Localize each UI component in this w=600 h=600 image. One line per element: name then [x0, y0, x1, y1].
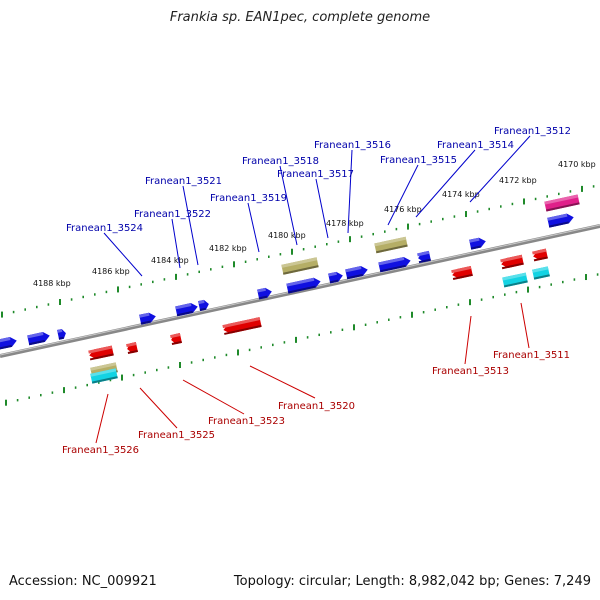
gene-label-franean1-3514: Franean1_3514: [437, 140, 514, 151]
forward-gene: [27, 332, 50, 346]
top-gene-labels: Franean1_3512 Franean1_3514 Franean1_351…: [66, 126, 571, 277]
reverse-gene: [222, 317, 262, 335]
forward-gene: [198, 299, 209, 311]
leader-line: [103, 232, 143, 277]
kbp-label: 4182 kbp: [209, 244, 247, 253]
top-scale-ticks: [1, 185, 595, 318]
gene-label-franean1-3526: Franean1_3526: [62, 445, 139, 456]
gene-label-franean1-3511: Franean1_3511: [493, 350, 570, 361]
reverse-gene: [532, 248, 548, 262]
leader-line: [171, 218, 181, 269]
reverse-gene: [500, 254, 524, 270]
genome-backbone: [0, 224, 600, 358]
gene-label-franean1-3522: Franean1_3522: [134, 209, 211, 220]
rna-gene: [374, 236, 408, 254]
reverse-gene: [170, 333, 182, 345]
forward-gene: [378, 256, 411, 273]
reverse-gene: [126, 342, 138, 354]
kbp-label: 4172 kbp: [499, 176, 537, 185]
gene-label-franean1-3519: Franean1_3519: [210, 193, 287, 204]
forward-gene: [469, 237, 486, 250]
kbp-label: 4180 kbp: [268, 231, 306, 240]
leader-line: [347, 149, 353, 234]
kbp-label: 4188 kbp: [33, 279, 71, 288]
leader-line: [249, 365, 316, 399]
leader-line: [247, 202, 260, 253]
kbp-label: 4174 kbp: [442, 190, 480, 199]
magenta-gene: [544, 194, 580, 212]
gene-label-franean1-3523: Franean1_3523: [208, 416, 285, 427]
cyan-gene: [90, 368, 118, 384]
forward-gene: [0, 337, 17, 351]
gene-label-franean1-3525: Franean1_3525: [138, 430, 215, 441]
leader-line: [139, 387, 178, 429]
gene-label-franean1-3516: Franean1_3516: [314, 140, 391, 151]
leader-line: [464, 315, 472, 365]
gene-glyphs: [0, 194, 580, 384]
forward-gene: [286, 277, 321, 294]
gene-label-franean1-3512: Franean1_3512: [494, 126, 571, 137]
forward-gene: [328, 271, 343, 284]
gene-label-franean1-3517: Franean1_3517: [277, 169, 354, 180]
bottom-scale-ticks: [5, 273, 599, 406]
kbp-label: 4170 kbp: [558, 160, 596, 169]
bottom-gene-labels: Franean1_3511 Franean1_3513 Franean1_352…: [62, 302, 570, 456]
forward-gene: [139, 312, 156, 325]
kbp-label: 4186 kbp: [92, 267, 130, 276]
kbp-label: 4184 kbp: [151, 256, 189, 265]
genome-summary-text: Topology: circular; Length: 8,982,042 bp…: [233, 574, 591, 589]
cyan-gene: [532, 266, 550, 280]
gene-label-franean1-3524: Franean1_3524: [66, 223, 143, 234]
map-title: Frankia sp. EAN1pec, complete genome: [169, 10, 431, 25]
forward-gene: [417, 250, 431, 264]
cyan-gene: [502, 272, 528, 288]
reverse-gene: [88, 345, 114, 361]
forward-gene: [547, 213, 574, 228]
gene-label-franean1-3520: Franean1_3520: [278, 401, 355, 412]
reverse-gene: [451, 265, 473, 281]
leader-line: [315, 178, 329, 239]
gene-label-franean1-3518: Franean1_3518: [242, 156, 319, 167]
leader-line: [387, 164, 419, 226]
leader-line: [469, 135, 531, 203]
forward-gene: [57, 328, 66, 340]
kbp-label: 4178 kbp: [326, 219, 364, 228]
leader-line: [415, 149, 476, 218]
leader-line: [182, 379, 245, 415]
leader-line: [279, 165, 298, 246]
gene-label-franean1-3513: Franean1_3513: [432, 366, 509, 377]
leader-line: [95, 393, 109, 444]
gene-label-franean1-3515: Franean1_3515: [380, 155, 457, 166]
forward-gene: [175, 303, 198, 317]
accession-text: Accession: NC_009921: [9, 574, 157, 589]
leader-line: [520, 302, 530, 349]
forward-gene: [257, 287, 272, 300]
kbp-label: 4176 kbp: [384, 205, 422, 214]
rna-gene: [281, 257, 319, 275]
gene-label-franean1-3521: Franean1_3521: [145, 176, 222, 187]
forward-gene: [345, 266, 368, 280]
leader-line: [182, 185, 199, 266]
